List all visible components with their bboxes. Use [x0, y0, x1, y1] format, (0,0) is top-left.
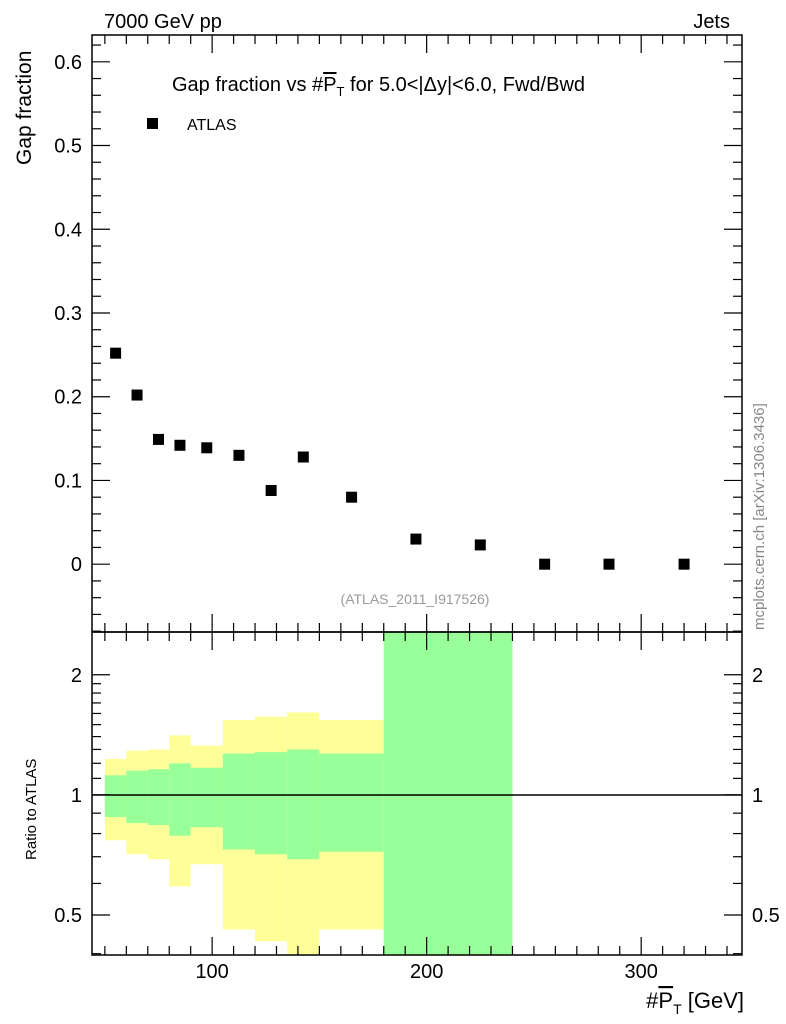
- analysis-label: (ATLAS_2011_I917526): [341, 591, 490, 607]
- xlabel-suffix: [GeV]: [682, 988, 744, 1013]
- data-point: [174, 439, 186, 451]
- green-band-bin: [319, 753, 384, 852]
- data-point: [474, 539, 486, 551]
- ratio-y-tick-label: 1: [71, 785, 82, 807]
- data-point: [678, 558, 690, 570]
- legend-label-atlas: ATLAS: [187, 117, 237, 134]
- xlabel-pt: P: [658, 988, 673, 1013]
- ratio-y-tick-label-right: 1: [752, 785, 763, 807]
- ratio-frame: [91, 631, 743, 956]
- y-tick-label: 0.5: [54, 136, 82, 158]
- title-suffix: for 5.0<|Δy|<6.0, Fwd/Bwd: [344, 74, 585, 96]
- green-band-bin: [383, 632, 513, 955]
- y-tick-label: 0.2: [54, 387, 82, 409]
- y-tick-label: 0.3: [54, 303, 82, 325]
- x-tick-label: 200: [410, 961, 443, 983]
- data-point: [346, 491, 358, 503]
- y-tick-label: 0: [71, 554, 82, 576]
- green-band-bin: [222, 753, 256, 850]
- chart-title: Gap fraction vs #PT for 5.0<|Δy|<6.0, Fw…: [172, 74, 585, 99]
- data-point: [110, 347, 122, 359]
- green-band-bin: [147, 769, 170, 826]
- xlabel-sub: T: [673, 1001, 682, 1017]
- title-pt: P: [323, 74, 336, 96]
- xlabel-prefix: #: [646, 988, 659, 1013]
- ratio-y-tick-label-right: 2: [752, 665, 763, 687]
- data-point: [233, 449, 245, 461]
- green-band-bin: [190, 767, 223, 828]
- ratio-y-tick-label: 0.5: [54, 905, 82, 927]
- y-tick-label: 0.1: [54, 470, 82, 492]
- x-tick-label: 100: [195, 961, 228, 983]
- data-point: [131, 389, 143, 401]
- x-axis-label: #PT [GeV]: [646, 988, 744, 1017]
- legend-marker-atlas: [147, 118, 158, 129]
- y-tick-label: 0.6: [54, 52, 82, 74]
- green-band-bin: [104, 775, 127, 818]
- y-axis-label-main: Gap fraction: [13, 51, 36, 165]
- header-left: 7000 GeV pp: [104, 11, 222, 33]
- green-band-bin: [255, 752, 288, 855]
- data-point: [153, 433, 165, 445]
- data-point: [410, 533, 422, 545]
- ratio-y-tick-label-right: 0.5: [752, 905, 780, 927]
- y-axis-label-ratio: Ratio to ATLAS: [23, 759, 40, 860]
- header-right: Jets: [693, 11, 730, 33]
- ratio-y-tick-label: 2: [71, 665, 82, 687]
- green-band-bin: [169, 763, 191, 836]
- title-sub: T: [337, 84, 345, 99]
- x-tick-label: 300: [624, 961, 657, 983]
- data-point: [603, 558, 615, 570]
- title-prefix: Gap fraction vs #: [172, 74, 324, 96]
- data-point: [265, 484, 277, 496]
- data-point: [539, 558, 551, 570]
- green-band-bin: [126, 770, 148, 824]
- data-point: [297, 451, 309, 463]
- y-tick-label: 0.4: [54, 219, 82, 241]
- side-label: mcplots.cern.ch [arXiv:1306.3436]: [751, 403, 768, 630]
- green-band-bin: [287, 749, 320, 860]
- data-point: [201, 442, 213, 454]
